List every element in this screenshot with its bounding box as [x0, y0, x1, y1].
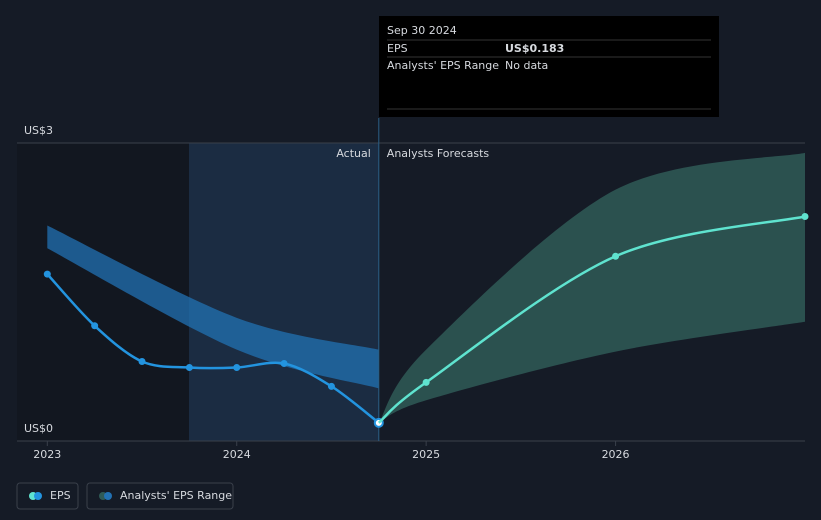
x-tick-label: 2025 [412, 448, 440, 461]
eps-point [280, 360, 288, 368]
legend-box [16, 482, 79, 510]
y-tick-label: US$3 [24, 124, 53, 137]
eps-point [138, 358, 146, 366]
eps-point [233, 363, 241, 371]
x-tick-label: 2026 [602, 448, 630, 461]
eps-point [612, 252, 620, 260]
eps-point [422, 378, 430, 386]
tooltip-label: Analysts' EPS Range [387, 59, 499, 72]
eps-point [43, 270, 51, 278]
legend-swatch [34, 492, 42, 500]
legend-label: Analysts' EPS Range [120, 489, 232, 502]
annotation-forecast: Analysts Forecasts [387, 147, 490, 160]
x-tick-label: 2023 [33, 448, 61, 461]
legend-item[interactable]: Analysts' EPS Range [86, 482, 234, 510]
y-tick-label: US$0 [24, 422, 53, 435]
eps-point [185, 363, 193, 371]
legend-label: EPS [50, 489, 71, 502]
tooltip-label: EPS [387, 42, 408, 55]
range-band [47, 225, 379, 389]
legend-box [86, 482, 234, 510]
tooltip-value: No data [505, 59, 548, 72]
range-band [378, 152, 805, 423]
legend-item[interactable]: EPS [16, 482, 79, 510]
eps-point [801, 213, 809, 221]
tooltip-box [379, 16, 719, 117]
annotation-actual: Actual [336, 147, 370, 160]
eps-point [327, 382, 335, 390]
tooltip: Sep 30 2024 EPS US$0.183 Analysts' EPS Rang… [379, 16, 719, 117]
x-tick-label: 2024 [223, 448, 251, 461]
tooltip-date: Sep 30 2024 [387, 24, 457, 37]
tooltip-value: US$0.183 [505, 42, 564, 55]
legend-swatch [104, 492, 112, 500]
eps-line [377, 215, 806, 424]
eps-point [91, 322, 99, 330]
hover-shade [189, 143, 379, 441]
